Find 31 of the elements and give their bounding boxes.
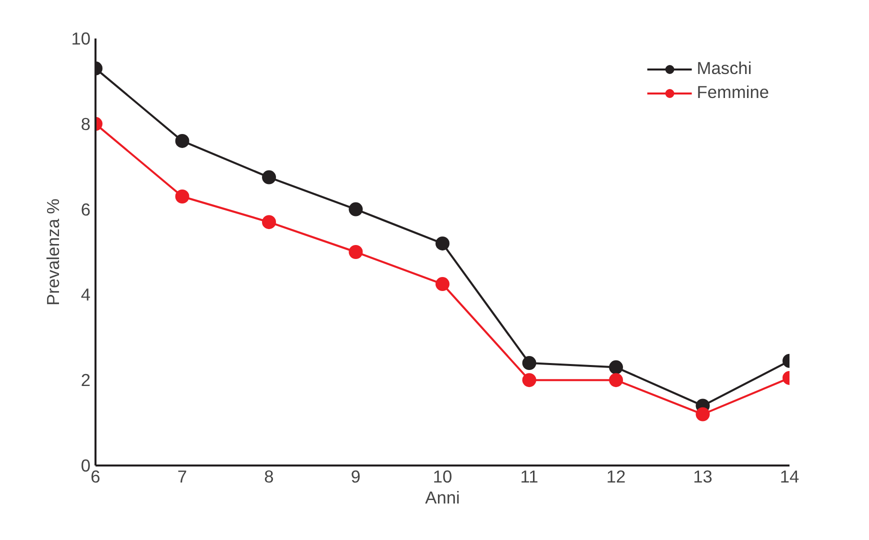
- point: [262, 170, 276, 184]
- y-axis-title: Prevalenza %: [43, 198, 64, 306]
- y-tick-label: 8: [80, 114, 91, 134]
- point: [696, 407, 710, 422]
- point: [262, 215, 276, 230]
- point: [436, 236, 450, 250]
- x-tick-label: 10: [432, 466, 452, 486]
- point: [522, 373, 536, 388]
- legend-label: Femmine: [696, 82, 769, 103]
- y-tick-label: 0: [80, 456, 91, 476]
- y-tick-label: 4: [80, 284, 91, 305]
- point: [609, 373, 623, 388]
- x-tick-label: 12: [606, 466, 626, 486]
- x-tick-label: 14: [780, 466, 800, 486]
- x-tick-label: 13: [693, 466, 712, 486]
- y-tick-label: 2: [80, 370, 91, 390]
- y-tick-label: 10: [71, 28, 91, 48]
- point: [348, 245, 363, 259]
- legend-label: Maschi: [696, 58, 752, 79]
- point: [348, 202, 363, 216]
- point: [609, 360, 623, 374]
- x-tick-label: 9: [350, 466, 361, 486]
- x-tick-label: 11: [520, 466, 538, 486]
- x-axis-title: Anni: [425, 488, 460, 508]
- point: [175, 190, 190, 204]
- y-tick-label: 6: [80, 199, 91, 220]
- point: [522, 356, 536, 370]
- x-tick-label: 8: [264, 466, 274, 486]
- x-tick-label: 7: [177, 466, 188, 486]
- point: [436, 277, 450, 292]
- point: [175, 134, 190, 148]
